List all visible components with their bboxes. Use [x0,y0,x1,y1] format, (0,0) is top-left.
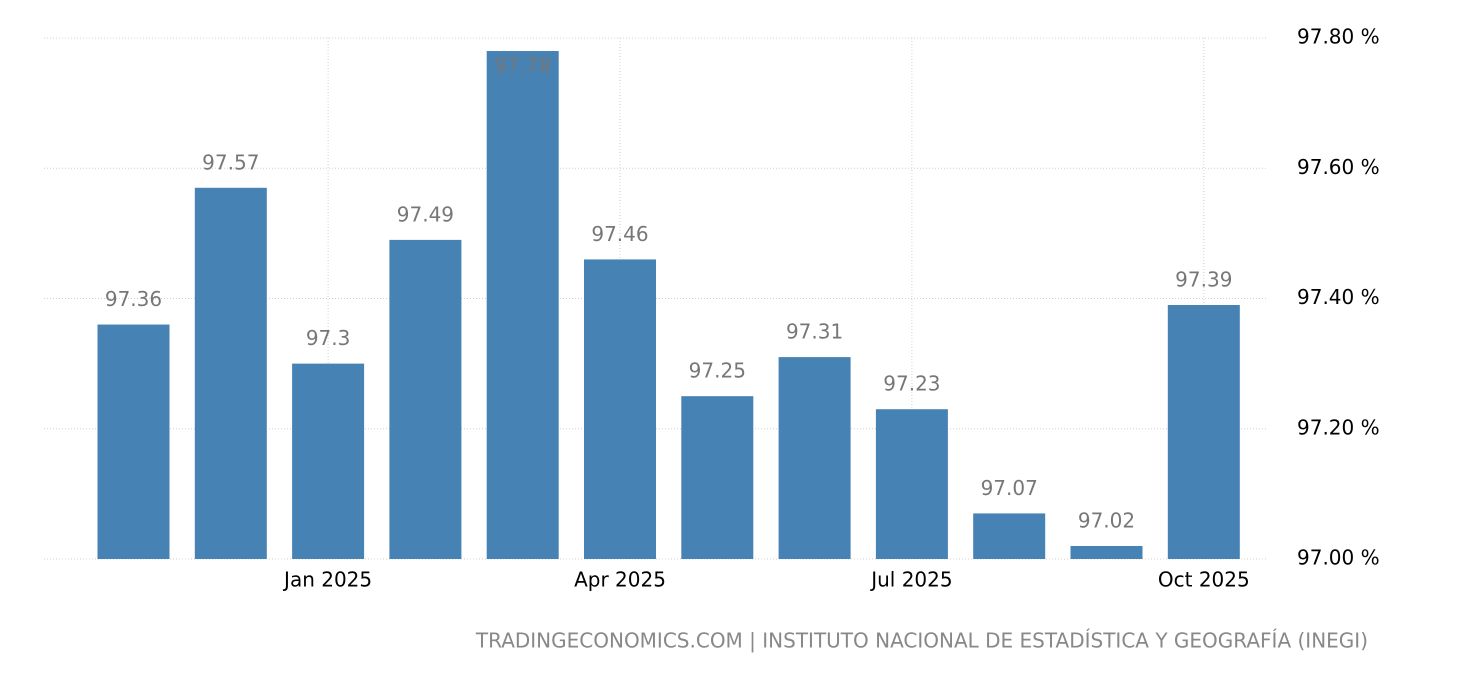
y-tick-label: 97.60 % [1297,155,1380,179]
bar [1070,545,1143,559]
source: TRADINGECONOMICS.COM | INSTITUTO NACIONA… [475,629,1368,653]
bar [1167,305,1240,559]
value-label: 97.36 [105,287,162,311]
bar [875,409,948,559]
value-label: 97.57 [202,150,259,174]
bar [973,513,1046,559]
value-label: 97.23 [883,372,940,396]
bar [389,239,462,559]
value-label: 97.46 [591,222,648,246]
value-label: 97.39 [1175,268,1232,292]
x-tick-label: Apr 2025 [574,568,666,592]
y-tick-label: 97.80 % [1297,25,1380,49]
bar [486,51,559,560]
value-label: 97.02 [1078,508,1135,532]
value-label: 97.25 [689,359,746,383]
y-tick-label: 97.40 % [1297,285,1380,309]
y-tick-label: 97.20 % [1297,415,1380,439]
value-label: 97.3 [306,326,351,350]
bar [292,363,365,559]
bar [584,259,656,559]
value-label: 97.49 [397,202,454,226]
x-tick-label: Jan 2025 [282,568,372,592]
bar [681,396,754,559]
x-tick-label: Jul 2025 [869,568,952,592]
bar [778,357,851,559]
y-tick-label: 97.00 % [1297,546,1380,570]
x-tick-label: Oct 2025 [1158,568,1250,592]
value-label: 97.07 [981,476,1038,500]
bar [97,324,170,559]
bar [194,187,267,559]
value-label: 97.78 [494,54,551,78]
value-label: 97.31 [786,320,843,344]
